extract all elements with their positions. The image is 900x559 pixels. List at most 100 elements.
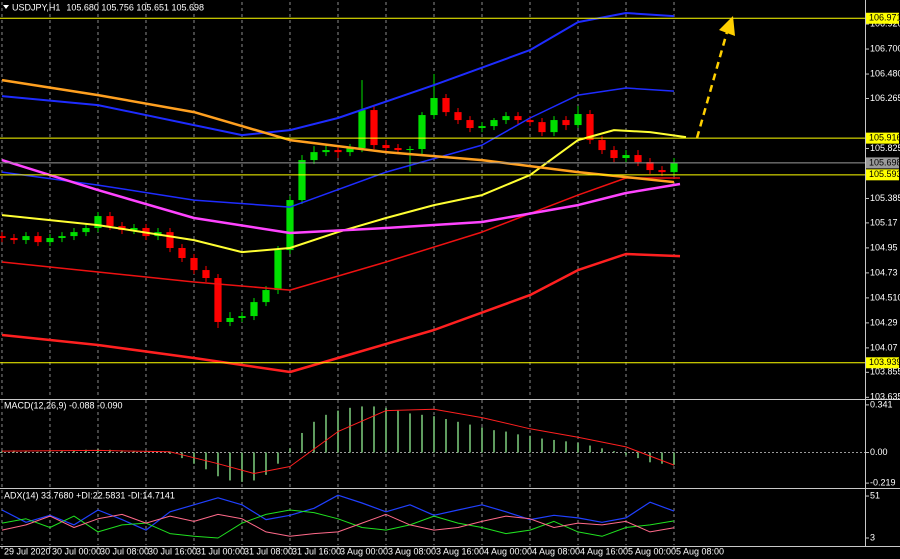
y-tick-label: 105.17 <box>870 217 898 227</box>
candle-body <box>130 228 138 231</box>
candle-body <box>346 148 354 153</box>
candle-body <box>22 236 30 241</box>
panel: 0.341 0.00 -0.219 MACD(12,26,9) -0.088 -0.0… <box>0 399 896 488</box>
candle-body <box>82 228 90 233</box>
candle-body <box>466 120 474 129</box>
x-tick-label: 30 Jul 16:00 <box>148 546 197 556</box>
y-tick-label: 105.825 <box>870 143 900 153</box>
candle-body <box>514 116 522 121</box>
panel-title: MACD(12,26,9) -0.088 -0.090 <box>4 400 123 410</box>
arrow-head <box>719 16 735 36</box>
x-tick-label: 4 Aug 16:00 <box>580 546 628 556</box>
candle-body <box>526 120 534 123</box>
x-tick-label: 4 Aug 00:00 <box>484 546 532 556</box>
arrow-annotation <box>695 16 735 139</box>
y-tick-label: 103.855 <box>870 367 900 377</box>
indicator-line <box>1 252 681 374</box>
candle-body <box>562 120 570 126</box>
panel-title: USDJPY,H1 <box>12 2 60 12</box>
candle-body <box>250 302 258 317</box>
candle-body <box>202 270 210 279</box>
indicator-line <box>1 87 675 208</box>
price-level-box <box>866 157 899 169</box>
candle-body <box>46 238 54 243</box>
x-tick-label: 31 Jul 00:00 <box>196 546 245 556</box>
y-tick-label: 105.385 <box>870 193 900 203</box>
candle-body <box>274 250 282 291</box>
indicator-line <box>1 158 681 235</box>
candle-body <box>370 110 378 146</box>
x-tick-label: 5 Aug 08:00 <box>676 546 724 556</box>
x-tick-label: 31 Jul 16:00 <box>292 546 341 556</box>
y-tick-label: 106.265 <box>870 93 900 103</box>
candle-body <box>454 112 462 121</box>
candle-body <box>502 116 510 121</box>
y-tick-label: 0.341 <box>870 399 893 409</box>
candle-body <box>442 98 450 113</box>
indicator-line <box>1 513 675 537</box>
candle-body <box>334 150 342 153</box>
y-tick-label: 51 <box>870 490 880 500</box>
candle-body <box>646 162 654 171</box>
x-tick-label: 30 Jul 00:00 <box>52 546 101 556</box>
candle-body <box>490 120 498 127</box>
candle-body <box>406 149 414 151</box>
candle-body <box>382 145 390 149</box>
price-level-box <box>866 357 899 369</box>
indicator-line <box>1 509 675 539</box>
indicator-line <box>1 494 675 531</box>
candle-body <box>538 122 546 133</box>
y-tick-label: -0.219 <box>870 477 896 487</box>
y-tick-label: 104.95 <box>870 242 898 252</box>
candle-body <box>214 278 222 322</box>
price-level-box <box>866 12 899 24</box>
symbol-menu-triangle <box>3 5 9 9</box>
panel-title: ADX(14) 33.7680 +DI:22.5831 -DI:14.7141 <box>4 490 175 500</box>
candle-body <box>262 290 270 303</box>
price-level-label: 105.698 <box>869 157 900 167</box>
indicator-line <box>1 78 675 184</box>
y-tick-label: 3 <box>870 532 875 542</box>
candle-body <box>310 152 318 161</box>
indicator-line <box>1 12 675 137</box>
candle-body <box>10 238 18 241</box>
candle-body <box>70 232 78 237</box>
candle-body <box>586 114 594 141</box>
price-level-label: 103.939 <box>869 357 900 367</box>
candle-body <box>166 232 174 249</box>
y-tick-label: 0.00 <box>870 447 888 457</box>
candle-body <box>430 98 438 116</box>
x-tick-label: 5 Aug 00:00 <box>628 546 676 556</box>
candle-body <box>226 318 234 322</box>
x-tick-label: 3 Aug 00:00 <box>340 546 388 556</box>
x-tick-label: 4 Aug 08:00 <box>532 546 580 556</box>
x-tick-label: 3 Aug 16:00 <box>436 546 484 556</box>
candle-body <box>358 110 366 149</box>
candle-body <box>94 216 102 229</box>
panel-subtitle: 105.680 105.756 105.651 105.698 <box>66 2 204 12</box>
x-tick-label: 30 Jul 08:00 <box>100 546 149 556</box>
price-level-label: 105.593 <box>869 169 900 179</box>
candle-body <box>478 126 486 129</box>
candle-body <box>178 248 186 259</box>
candle-body <box>0 236 6 239</box>
candle-body <box>610 150 618 159</box>
y-tick-label: 103.635 <box>870 392 900 402</box>
candle-body <box>658 170 666 173</box>
candle-body <box>622 155 630 159</box>
indicator-line <box>1 177 680 291</box>
x-tick-label: 29 Jul 2020 <box>4 546 51 556</box>
x-tick-label: 31 Jul 08:00 <box>244 546 293 556</box>
candle-body <box>598 140 606 151</box>
candle-body <box>190 258 198 271</box>
indicator-line <box>1 408 675 474</box>
y-tick-label: 106.480 <box>870 68 900 78</box>
y-tick-label: 104.510 <box>870 292 900 302</box>
price-level-box <box>866 169 899 181</box>
y-tick-label: 104.73 <box>870 267 898 277</box>
candle-body <box>238 316 246 319</box>
